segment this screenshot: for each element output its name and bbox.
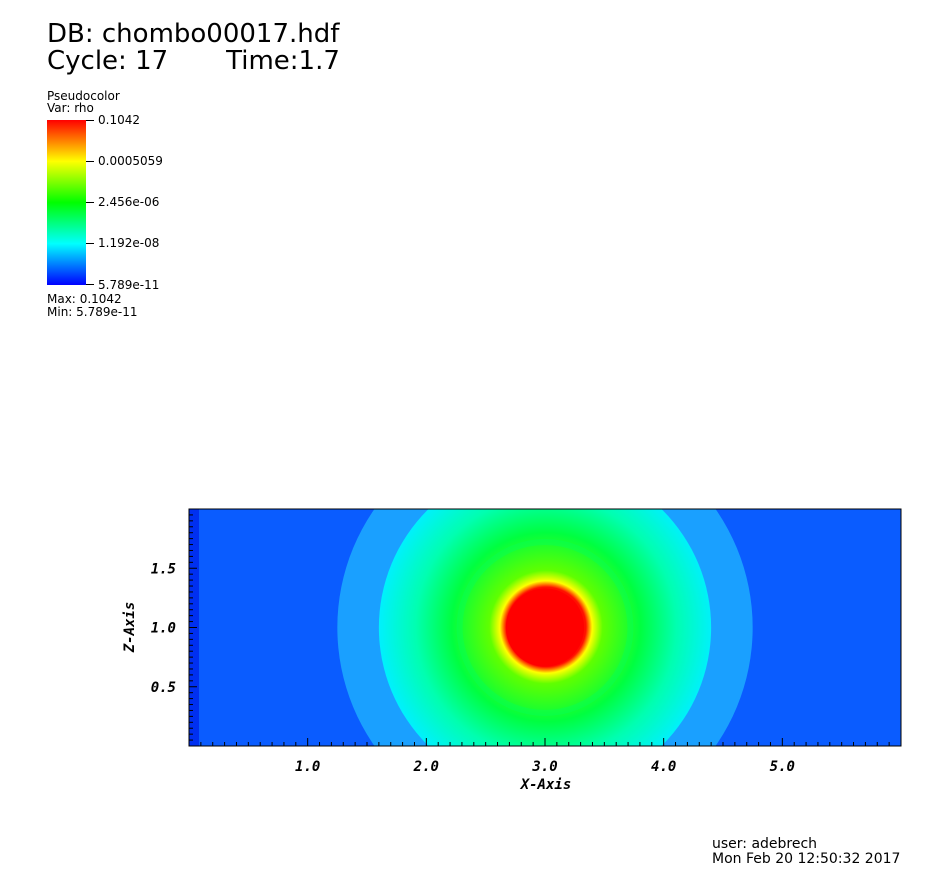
min-label: Min:	[47, 305, 73, 319]
y-tick-label: 1.5	[151, 561, 176, 577]
colorbar-tick	[86, 120, 94, 121]
database-title: DB: chombo00017.hdf	[47, 19, 340, 49]
cycle-time-line: Cycle: 17 Time:1.7	[47, 48, 340, 74]
x-axis-title: X-Axis	[520, 777, 572, 793]
y-axis-title: Z-Axis	[122, 602, 138, 654]
x-tick-label: 2.0	[413, 759, 439, 775]
max-value: 0.1042	[79, 292, 122, 306]
x-tick-label: 1.0	[295, 759, 320, 775]
colorbar-label: 0.1042	[98, 113, 140, 127]
y-tick-label: 0.5	[151, 680, 176, 696]
colorbar-label: 2.456e-06	[98, 195, 160, 209]
colorbar-label: 0.0005059	[98, 154, 163, 168]
density-core	[505, 588, 585, 667]
colorbar	[47, 120, 86, 285]
min-value: 5.789e-11	[76, 305, 138, 319]
colorbar-tick	[86, 284, 94, 285]
legend-min: Min: 5.789e-11	[47, 306, 138, 318]
max-label: Max:	[47, 292, 76, 306]
legend-variable: Var: rho	[47, 101, 94, 115]
footer-user: user: adebrech	[712, 836, 818, 852]
colorbar-label: 1.192e-08	[98, 236, 160, 250]
colorbar-tick	[86, 161, 94, 162]
legend-plot-type: Pseudocolor	[47, 89, 120, 103]
footer-datetime: Mon Feb 20 12:50:32 2017	[712, 851, 901, 867]
cycle-label: Cycle: 17	[47, 46, 169, 76]
time-label: Time:1.7	[226, 46, 340, 76]
legend-max: Max: 0.1042	[47, 293, 122, 305]
colorbar-label: 5.789e-11	[98, 278, 160, 292]
x-tick-label: 3.0	[531, 759, 557, 775]
x-tick-label: 4.0	[651, 759, 676, 775]
inner-ring	[456, 539, 634, 716]
x-tick-label: 5.0	[770, 759, 795, 775]
colorbar-tick	[86, 243, 94, 244]
colorbar-tick	[86, 202, 94, 203]
y-tick-label: 1.0	[151, 621, 176, 637]
footer: user: adebrech Mon Feb 20 12:50:32 2017	[712, 837, 900, 867]
